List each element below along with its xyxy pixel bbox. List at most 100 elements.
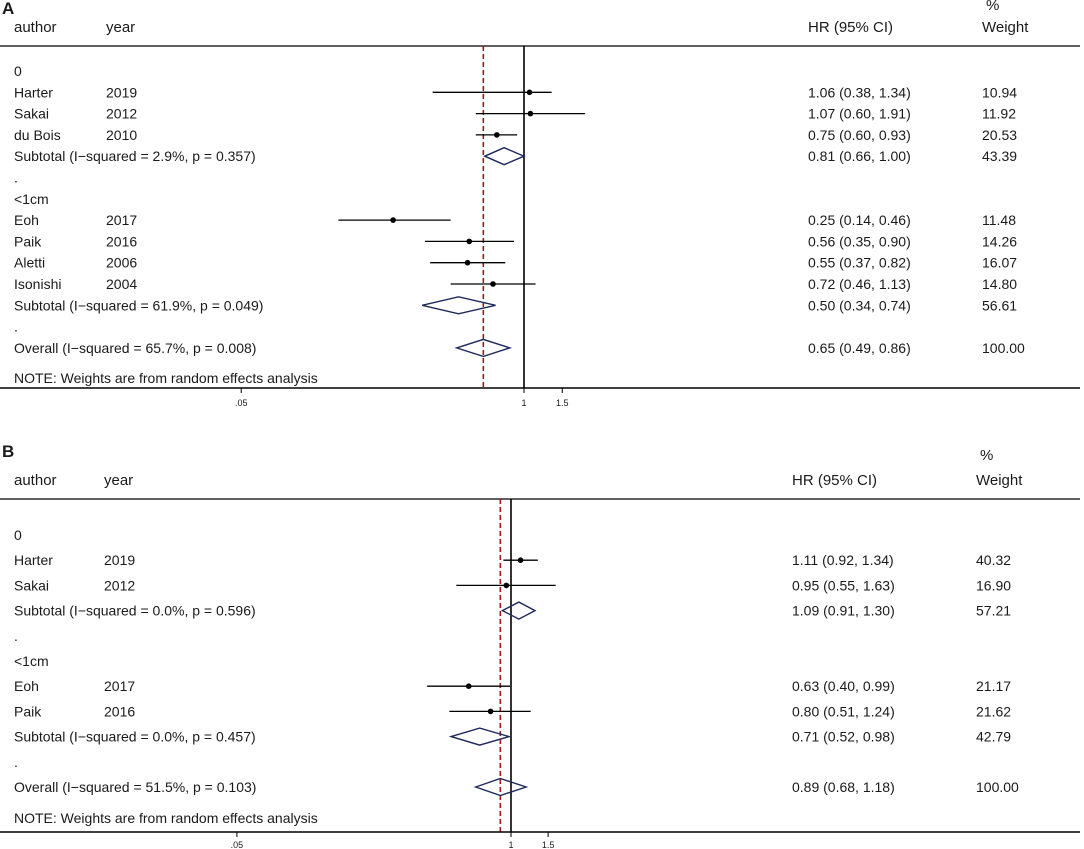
weight-value: 16.90 bbox=[976, 577, 1011, 593]
study-author: Eoh bbox=[14, 212, 39, 228]
study-point-estimate bbox=[487, 708, 494, 715]
weights-note: NOTE: Weights are from random effects an… bbox=[14, 370, 318, 386]
overall-label: Overall (I−squared = 51.5%, p = 0.103) bbox=[14, 779, 256, 795]
hr-ci-value: 1.11 (0.92, 1.34) bbox=[792, 552, 894, 568]
study-author: Sakai bbox=[14, 577, 49, 593]
x-tick-label: .05 bbox=[235, 398, 248, 408]
weight-value: 11.92 bbox=[982, 106, 1016, 122]
weight-value: 16.07 bbox=[982, 255, 1017, 271]
hr-ci-value: 1.09 (0.91, 1.30) bbox=[792, 603, 895, 619]
study-year: 2004 bbox=[106, 276, 137, 292]
header-hr-ci: HR (95% CI) bbox=[808, 19, 893, 36]
group-label: <1cm bbox=[14, 191, 49, 207]
study-author: Harter bbox=[14, 552, 53, 568]
study-author: Paik bbox=[14, 233, 42, 249]
hr-ci-value: 0.75 (0.60, 0.93) bbox=[808, 127, 911, 143]
header-year: year bbox=[106, 19, 135, 36]
study-point-estimate bbox=[517, 557, 524, 563]
hr-ci-value: 0.50 (0.34, 0.74) bbox=[808, 297, 911, 313]
subtotal-diamond bbox=[448, 727, 512, 746]
study-point-estimate bbox=[494, 132, 500, 138]
weight-value: 100.00 bbox=[976, 779, 1019, 795]
study-point-estimate bbox=[526, 89, 533, 96]
overall-diamond bbox=[473, 777, 529, 797]
header-weight-percent: % bbox=[980, 447, 993, 464]
study-author: Paik bbox=[14, 703, 42, 719]
subtotal-label: Subtotal (I−squared = 0.0%, p = 0.596) bbox=[14, 603, 256, 619]
spacer-dot: . bbox=[14, 319, 18, 335]
spacer-dot: . bbox=[14, 628, 18, 644]
weight-value: 21.17 bbox=[976, 678, 1011, 694]
study-year: 2010 bbox=[106, 127, 137, 143]
hr-ci-value: 0.81 (0.66, 1.00) bbox=[808, 148, 911, 164]
study-year: 2012 bbox=[104, 577, 135, 593]
header-weight: Weight bbox=[976, 472, 1023, 489]
header-author: author bbox=[14, 19, 57, 36]
hr-ci-value: 0.89 (0.68, 1.18) bbox=[792, 779, 895, 795]
study-point-estimate bbox=[503, 582, 510, 589]
x-tick-label: 1 bbox=[521, 398, 526, 408]
x-tick-label: 1 bbox=[508, 840, 513, 849]
x-tick-label: .05 bbox=[231, 840, 244, 849]
hr-ci-value: 0.80 (0.51, 1.24) bbox=[792, 703, 895, 719]
panel-letter-a: A bbox=[2, 0, 14, 18]
hr-ci-value: 0.72 (0.46, 1.13) bbox=[808, 276, 911, 292]
hr-ci-value: 1.06 (0.38, 1.34) bbox=[808, 84, 911, 100]
study-author: Sakai bbox=[14, 106, 49, 122]
study-author: Isonishi bbox=[14, 276, 61, 292]
x-tick-label: 1.5 bbox=[556, 398, 569, 408]
header-hr-ci: HR (95% CI) bbox=[792, 472, 877, 489]
study-author: du Bois bbox=[14, 127, 61, 143]
subtotal-label: Subtotal (I−squared = 2.9%, p = 0.357) bbox=[14, 148, 256, 164]
weight-value: 42.79 bbox=[976, 729, 1011, 745]
group-label: 0 bbox=[14, 527, 22, 543]
hr-ci-value: 0.63 (0.40, 0.99) bbox=[792, 678, 895, 694]
group-label: <1cm bbox=[14, 653, 49, 669]
weight-value: 100.00 bbox=[982, 340, 1025, 356]
overall-diamond bbox=[454, 338, 513, 358]
study-year: 2017 bbox=[104, 678, 135, 694]
study-year: 2019 bbox=[106, 84, 137, 100]
study-point-estimate bbox=[466, 238, 473, 245]
subtotal-diamond bbox=[500, 601, 537, 620]
study-author: Eoh bbox=[14, 678, 39, 694]
study-author: Harter bbox=[14, 84, 53, 100]
x-tick-label: 1.5 bbox=[542, 840, 555, 849]
hr-ci-value: 0.25 (0.14, 0.46) bbox=[808, 212, 911, 228]
overall-label: Overall (I−squared = 65.7%, p = 0.008) bbox=[14, 340, 256, 356]
study-year: 2012 bbox=[106, 106, 137, 122]
study-author: Aletti bbox=[14, 255, 45, 271]
study-year: 2006 bbox=[106, 255, 137, 271]
study-year: 2019 bbox=[104, 552, 135, 568]
weight-value: 56.61 bbox=[982, 297, 1017, 313]
group-label: 0 bbox=[14, 63, 22, 79]
header-weight: Weight bbox=[982, 19, 1029, 36]
weight-value: 11.48 bbox=[982, 212, 1016, 228]
study-year: 2016 bbox=[104, 703, 135, 719]
spacer-dot: . bbox=[14, 754, 18, 770]
hr-ci-value: 0.71 (0.52, 0.98) bbox=[792, 729, 895, 745]
weight-value: 14.26 bbox=[982, 233, 1017, 249]
study-point-estimate bbox=[527, 110, 534, 117]
hr-ci-value: 1.07 (0.60, 1.91) bbox=[808, 106, 911, 122]
weight-value: 21.62 bbox=[976, 703, 1011, 719]
weight-value: 43.39 bbox=[982, 148, 1017, 164]
study-point-estimate bbox=[490, 281, 496, 287]
study-point-estimate bbox=[464, 259, 471, 266]
hr-ci-value: 0.55 (0.37, 0.82) bbox=[808, 255, 911, 271]
hr-ci-value: 0.56 (0.35, 0.90) bbox=[808, 233, 911, 249]
study-year: 2016 bbox=[106, 233, 137, 249]
subtotal-diamond bbox=[422, 296, 496, 315]
panel-letter-b: B bbox=[2, 442, 14, 461]
study-year: 2017 bbox=[106, 212, 137, 228]
study-point-estimate bbox=[465, 683, 472, 689]
study-point-estimate bbox=[390, 217, 396, 223]
weight-value: 10.94 bbox=[982, 84, 1017, 100]
weight-value: 20.53 bbox=[982, 127, 1017, 143]
hr-ci-value: 0.95 (0.55, 1.63) bbox=[792, 577, 895, 593]
header-year: year bbox=[104, 472, 133, 489]
header-author: author bbox=[14, 472, 57, 489]
weight-value: 57.21 bbox=[976, 603, 1011, 619]
weights-note: NOTE: Weights are from random effects an… bbox=[14, 810, 318, 826]
